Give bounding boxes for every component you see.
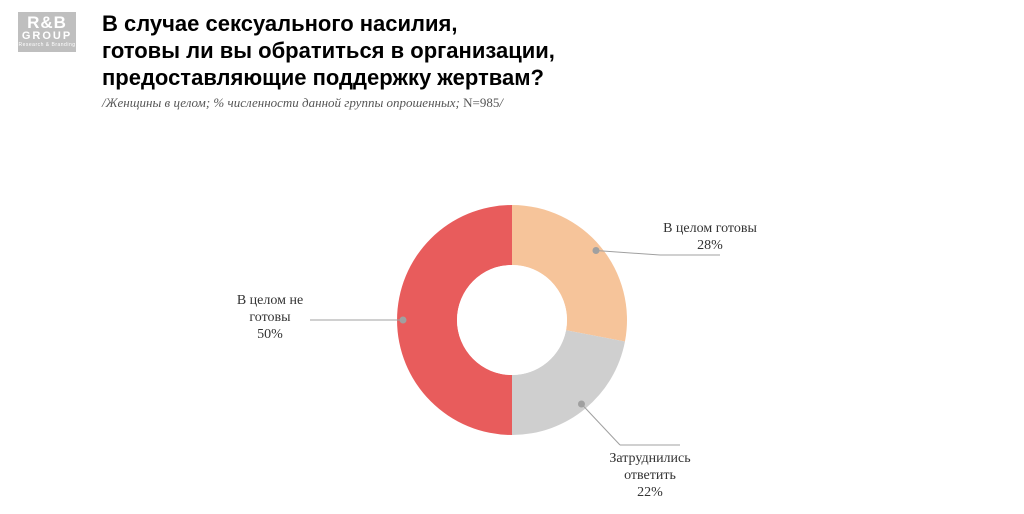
callout-not_ready: В целом не готовы 50%	[200, 292, 340, 343]
page-title: В случае сексуального насилия, готовы ли…	[102, 10, 862, 91]
callout-not_ready-line2: готовы	[249, 310, 290, 325]
subtitle-suffix: /	[499, 95, 503, 110]
leader-hard_to_say	[581, 404, 620, 445]
donut-chart: В целом готовы 28% Затруднились ответить 22%…	[0, 150, 1024, 510]
subtitle-n: N=985	[463, 95, 499, 110]
callout-hard_to_say: Затруднились ответить 22%	[580, 450, 720, 501]
callout-hard_to_say-line2: ответить	[624, 468, 676, 483]
leader-dot-hard_to_say	[578, 400, 585, 407]
title-line3: предоставляющие поддержку жертвам?	[102, 65, 544, 90]
subtitle: /Женщины в целом; % численности данной г…	[102, 95, 862, 111]
leader-dot-ready	[592, 247, 599, 254]
title-block: В случае сексуального насилия, готовы ли…	[102, 10, 862, 111]
callout-not_ready-line3: 50%	[257, 327, 283, 342]
callout-not_ready-line1: В целом не	[237, 293, 303, 308]
logo-line1: R&B	[18, 14, 76, 31]
logo-badge: R&B GROUP Research & Branding	[18, 12, 76, 52]
callout-hard_to_say-line1: Затруднились	[609, 451, 690, 466]
title-line2: готовы ли вы обратиться в организации,	[102, 38, 555, 63]
logo-line3: Research & Branding	[18, 42, 76, 49]
logo-line2: GROUP	[18, 31, 76, 42]
callout-hard_to_say-line3: 22%	[637, 485, 663, 500]
donut-hole	[457, 265, 567, 375]
title-line1: В случае сексуального насилия,	[102, 11, 458, 36]
donut-svg	[0, 150, 1024, 510]
page: R&B GROUP Research & Branding В случае с…	[0, 0, 1024, 514]
leader-dot-not_ready	[400, 317, 407, 324]
subtitle-prefix: /Женщины в целом; % численности данной г…	[102, 95, 463, 110]
callout-ready: В целом готовы 28%	[640, 220, 780, 254]
callout-ready-line2: 28%	[697, 238, 723, 253]
callout-ready-line1: В целом готовы	[663, 221, 757, 236]
